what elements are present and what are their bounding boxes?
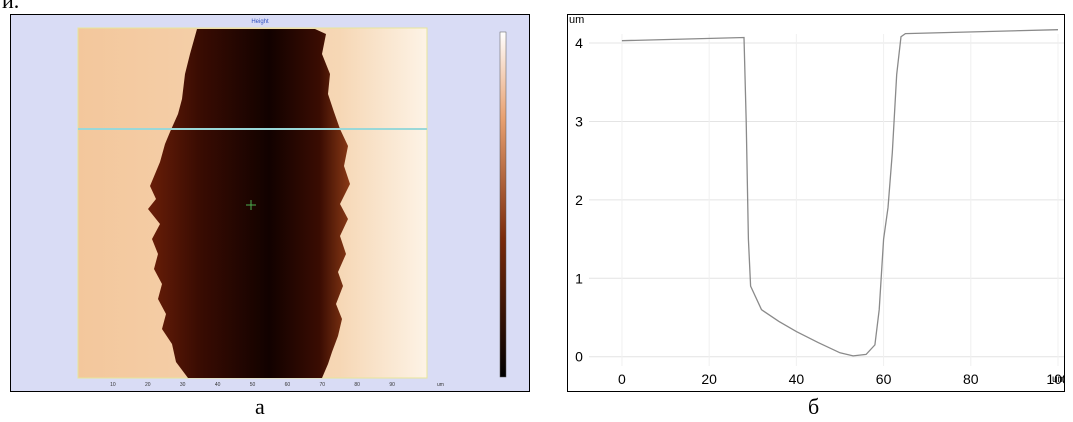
profile-line: [621, 29, 1059, 357]
chart-frame: [567, 14, 1065, 392]
chart: um um 01234020406080100: [567, 14, 1065, 392]
x-tick-label: 80: [354, 382, 360, 388]
dark-region: [148, 29, 350, 378]
y-axis-label: um: [569, 14, 584, 26]
caption: б: [808, 394, 820, 419]
x-tick-label: 100: [1046, 371, 1065, 387]
y-tick-label: 1: [575, 270, 583, 286]
x-tick-label: 20: [701, 371, 717, 387]
y-tick-label: 3: [575, 113, 583, 129]
color-bar: [499, 31, 507, 378]
x-tick-label: 90: [389, 382, 395, 388]
x-tick-label: 40: [215, 382, 221, 388]
x-tick-label: 70: [320, 382, 326, 388]
x-tick-label: 30: [180, 382, 186, 388]
x-tick-label: 0: [618, 371, 626, 387]
x-axis-label: um: [1052, 374, 1065, 385]
image-title: Height: [251, 19, 269, 25]
x-unit: um: [437, 382, 444, 388]
y-tick-label: 4: [575, 35, 583, 51]
x-tick-label: 40: [789, 371, 805, 387]
x-tick-label: 50: [250, 382, 256, 388]
text-fragment: и.: [2, 0, 20, 13]
x-tick-label: 60: [876, 371, 892, 387]
y-tick-label: 2: [575, 192, 583, 208]
x-tick-label: 20: [145, 382, 151, 388]
x-tick-label: 60: [285, 382, 291, 388]
caption: а: [255, 394, 265, 419]
x-tick-label: 10: [110, 382, 116, 388]
afm-image-panel: Height 10 20 30 40 50 60 70 80 90 um: [10, 14, 530, 392]
x-tick-label: 80: [963, 371, 979, 387]
y-tick-label: 0: [575, 349, 583, 365]
